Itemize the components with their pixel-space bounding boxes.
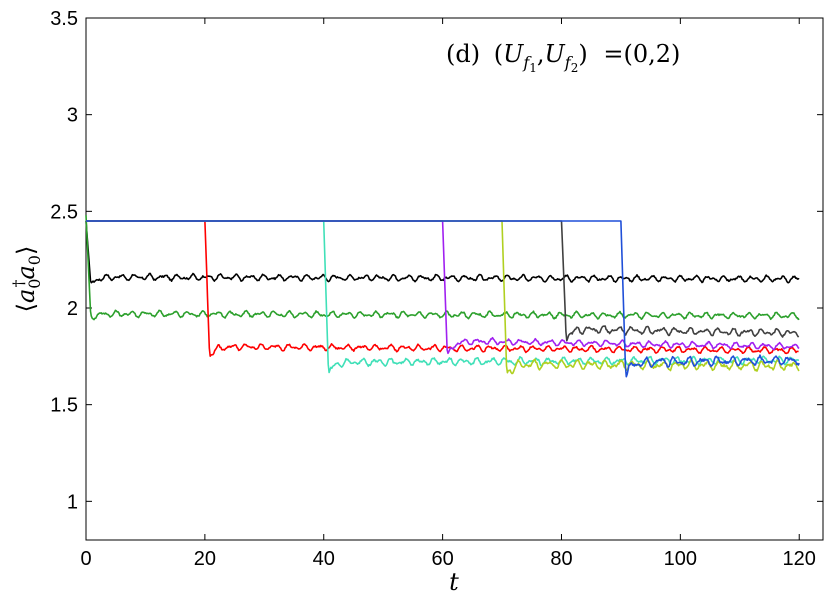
y-axis-angle-left: ⟨ [12, 303, 40, 312]
x-axis-title: t [449, 568, 459, 596]
panel-annotation: (d) (Uf1,Uf2) =(0,2) [446, 40, 680, 75]
series-line [86, 220, 800, 375]
series-group [85, 215, 800, 378]
y-axis-a2: a [12, 265, 40, 279]
series-line [85, 215, 800, 321]
x-tick-label: 40 [313, 548, 335, 570]
y-axis-sub: 0 [25, 279, 44, 289]
y-axis-dagger: † [9, 280, 28, 288]
axis-ticks [85, 17, 823, 540]
plot-frame [85, 17, 824, 541]
x-tick-label: 60 [431, 548, 453, 570]
y-tick-labels: 1 1.5 2 2.5 3 3.5 [50, 8, 78, 513]
series-line [86, 220, 800, 374]
series-line [86, 220, 800, 342]
x-tick-label: 120 [783, 548, 816, 570]
y-tick-label: 1.5 [50, 395, 78, 417]
y-axis-sub2: 0 [25, 255, 44, 265]
series-line [85, 220, 800, 284]
y-tick-label: 2.5 [50, 201, 78, 223]
y-axis-title: ⟨a0†a0⟩ [9, 246, 44, 313]
y-tick-label: 1 [67, 491, 78, 513]
y-tick-label: 3.5 [50, 8, 78, 30]
x-tick-label: 80 [550, 548, 572, 570]
series-line [86, 220, 799, 357]
x-tick-label: 0 [80, 548, 91, 570]
series-line [86, 220, 800, 355]
y-axis-angle-right: ⟩ [12, 246, 40, 255]
y-tick-label: 3 [67, 105, 78, 127]
x-tick-label: 20 [194, 548, 216, 570]
x-tick-label: 100 [664, 548, 697, 570]
x-tick-labels: 0 20 40 60 80 100 120 [80, 548, 815, 570]
y-tick-label: 2 [67, 298, 78, 320]
y-axis-a: a [12, 289, 40, 303]
series-line [86, 220, 800, 378]
